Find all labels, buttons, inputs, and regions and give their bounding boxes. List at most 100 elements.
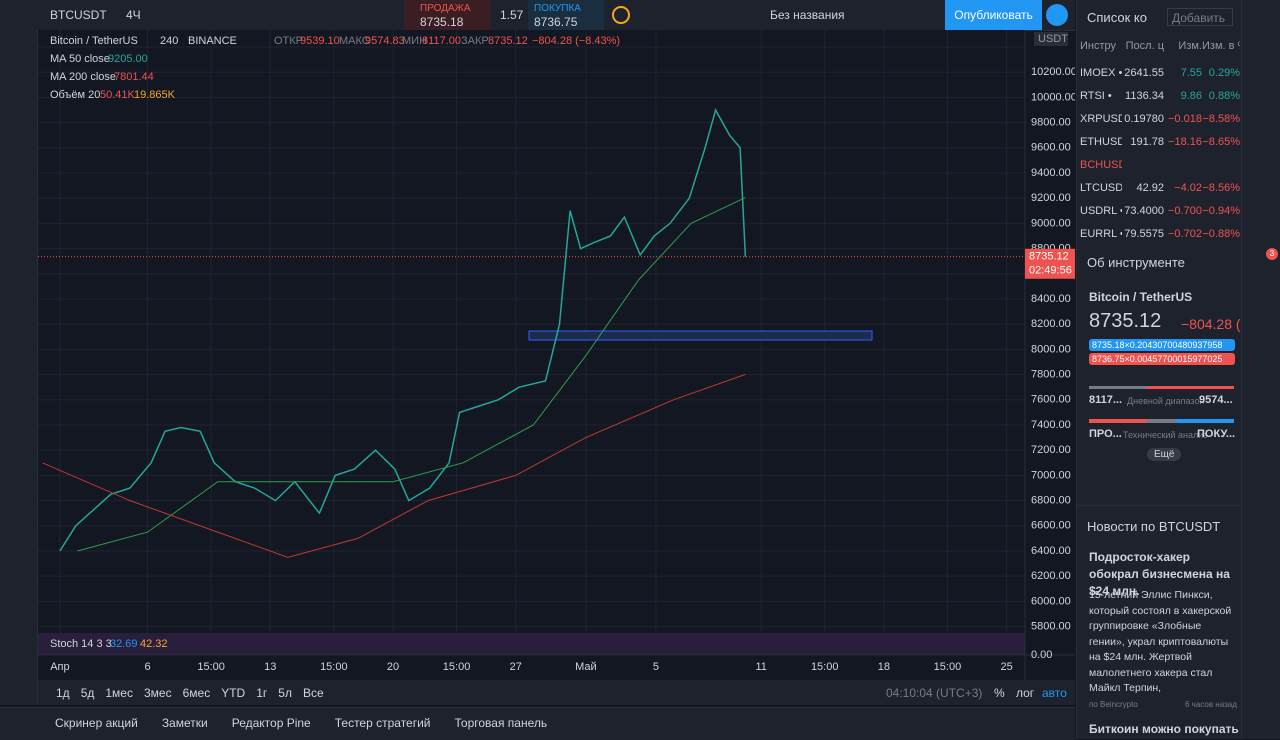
chart: Bitcoin / TetherUS 240 BINANCE ОТКР 9539… [38,30,1075,680]
interval[interactable]: 4Ч [126,8,141,22]
clock: 04:10:04 (UTC+3) [886,686,983,700]
y-tick-label: 9200.00 [1031,192,1071,204]
y-tick-label: 5800.00 [1031,620,1071,632]
watchlist-title[interactable]: Список ко [1087,10,1147,25]
cell: Изм. в % [1202,40,1240,52]
more-button[interactable]: Ещё [1147,448,1182,461]
series-line [77,197,746,552]
range-button[interactable]: 1д [56,686,70,700]
high-label: МАКС [339,35,370,47]
y-tick-label: 6800.00 [1031,494,1071,506]
sell-box[interactable]: ПРОДАЖА 8735.18 [404,0,490,30]
news-heading[interactable]: Новости по BTCUSDT [1087,519,1221,534]
range-button[interactable]: 6мес [182,686,211,700]
x-tick-label: 25 [1000,661,1012,673]
range-button[interactable]: 1мес [105,686,133,700]
range-button[interactable]: 5л [278,686,292,700]
cell: Изм. [1178,40,1202,52]
news-source: по Beincrypto [1089,700,1138,709]
watchlist-row[interactable]: LTCUSD 42.92 −4.02 −8.56% [1080,182,1240,205]
watchlist-row[interactable]: RTSI • 1136.34 9.86 0.88% [1080,90,1240,113]
buy-price: 8736.75 [534,15,578,29]
ma50-name: MA 50 close [50,53,110,65]
cell: EURRL • [1080,228,1122,240]
cell: LTCUSD [1080,182,1122,194]
range-label: Дневной диапазон [1127,396,1205,406]
legend-interval: 240 [160,35,178,47]
watchlist-row[interactable]: EURRL •79.5575 −0.7025−0.88% [1080,228,1240,251]
range-list: 1д 5д 1мес 3мес 6мес YTD 1г 5л Все [56,686,335,700]
y-tick-label: 9800.00 [1031,117,1071,129]
series-line [42,373,746,558]
ask: 8736.75×0.00457700015977025 [1089,353,1235,365]
x-tick-label: 5 [653,661,659,673]
news-headline[interactable]: Подросток-хакер обокрал бизнесмена на $2… [1089,550,1230,598]
tab[interactable]: Скринер акций [55,716,138,730]
watchlist-row[interactable]: BCHUSD [1080,159,1240,182]
close: 8735.12 [488,35,528,47]
percent[interactable]: % [994,686,1005,700]
last-price-tag [1025,248,1075,279]
cell: 0.29% [1208,67,1240,79]
tab[interactable]: Торговая панель [454,716,548,730]
symbol[interactable]: BTCUSDT [50,8,107,22]
x-tick-label: 27 [510,661,522,673]
close-label: ЗАКР [461,35,489,47]
stoch-k: 32.69 [110,638,138,650]
y-tick-label: 8000.00 [1031,343,1071,355]
x-tick-label: 18 [878,661,890,673]
instrument-heading: Об инструменте [1087,255,1185,270]
y-tick-label: 9400.00 [1031,167,1071,179]
watchlist-row[interactable]: IMOEX • 2641.55 7.55 0.29% [1080,67,1240,90]
news-next[interactable]: Биткоин можно покупать [1089,722,1239,736]
x-tick-label: 15:00 [934,661,962,673]
ta-bar [1089,419,1234,423]
x-tick-label: 11 [755,661,766,673]
ta-label: Технический анализ [1123,430,1208,440]
log[interactable]: лог [1016,686,1035,700]
volume-1: 50.41K [100,89,136,101]
stoch-axis: 0.00 [1031,649,1052,661]
cell: −8.56% [1202,182,1240,194]
buy-box[interactable]: ПОКУПКА 8736.75 [528,0,604,30]
countdown: 02:49:56 [1029,265,1072,277]
info-icon[interactable] [612,6,630,24]
auto[interactable]: авто [1042,686,1067,700]
tab[interactable]: Заметки [161,716,208,730]
replay-button[interactable] [1046,4,1068,26]
range-button[interactable]: 1г [256,686,268,700]
last-price-label: 8735.12 [1029,251,1069,263]
range-button[interactable]: 3мес [143,686,172,700]
y-tick-label: 8400.00 [1031,293,1071,305]
cell: Инстру [1080,40,1117,52]
stoch-pane [38,633,1025,655]
bid: 8735.18×0.20430700480937958 [1089,339,1235,351]
cell: −8.58% [1202,113,1240,125]
watchlist-row[interactable]: ETHUSD 191.78 −18.16 −8.65% [1080,136,1240,159]
y-tick-label: 9000.00 [1031,217,1071,229]
cell: −0.88% [1202,228,1240,240]
bottom-bar: 1д 5д 1мес 3мес 6мес YTD 1г 5л Все 04:10:04 (UTC… [38,680,1075,705]
open-label: ОТКР [274,35,303,47]
open: 9539.10 [300,35,340,47]
x-tick-label: 6 [145,661,151,673]
legend-exchange: BINANCE [188,35,237,47]
add-input[interactable]: Добавить [1167,8,1233,26]
range-button[interactable]: YTD [221,686,246,700]
ma50-value: 9205.00 [108,53,148,65]
legend-title: Bitcoin / TetherUS [50,35,138,47]
range-button[interactable]: Все [302,686,324,700]
x-tick-label: 13 [264,661,276,673]
range-button[interactable]: 5д [80,686,95,700]
stoch-name: Stoch 14 3 3 [50,638,112,650]
watchlist-row[interactable]: USDRL •73.4000 −0.7000−0.94% [1080,205,1240,228]
layout-name[interactable]: Без названия [770,8,845,22]
publish-button[interactable]: Опубликовать [945,0,1042,30]
volume-name: Объём 20 [50,89,100,101]
tab[interactable]: Редактор Pine [231,716,311,730]
instrument-price: 8735.12 [1089,310,1162,332]
tab[interactable]: Тестер стратегий [334,716,431,730]
y-tick-label: 6600.00 [1031,520,1071,532]
y-tick-label: 7400.00 [1031,419,1071,431]
